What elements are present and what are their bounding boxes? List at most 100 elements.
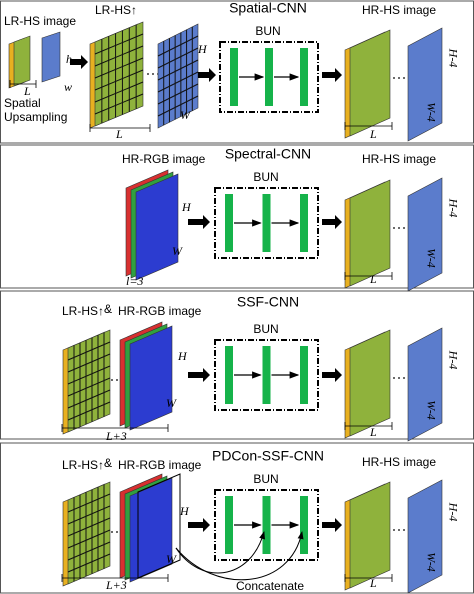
flow-arrow xyxy=(188,518,210,532)
ellipsis-dot xyxy=(152,73,154,75)
input-label: LR-HS image xyxy=(4,14,76,28)
cube-face xyxy=(349,329,391,437)
block-label: BUN xyxy=(253,322,278,336)
panel-frame xyxy=(0,144,474,289)
ellipsis-dot xyxy=(403,529,405,531)
stack-label: HR-RGB image xyxy=(118,458,202,472)
ellipsis-dot xyxy=(403,77,405,79)
flow-arrow xyxy=(188,368,210,382)
grid-line xyxy=(94,33,144,55)
layer xyxy=(262,194,271,252)
cube-face xyxy=(129,477,173,583)
concat-label: Concatenate xyxy=(236,579,304,593)
dim-label: L xyxy=(23,84,31,98)
joiner: & xyxy=(104,302,112,316)
dim-label: l=3 xyxy=(126,274,143,288)
dim-label: W-4 xyxy=(424,102,438,122)
grid-line xyxy=(94,57,144,79)
joiner: & xyxy=(104,456,112,470)
dim-label: L xyxy=(369,576,377,590)
flow-arrow xyxy=(322,68,342,82)
ellipsis-dot xyxy=(116,379,118,381)
block-frame xyxy=(214,339,319,411)
grid-line xyxy=(67,401,111,421)
layer xyxy=(265,48,273,106)
layer xyxy=(225,194,233,252)
grid-line xyxy=(94,93,144,115)
grid-line xyxy=(157,47,199,69)
layer xyxy=(300,496,308,554)
layer xyxy=(225,496,233,554)
ellipsis-dot xyxy=(403,227,405,229)
concat-arrow xyxy=(175,531,265,574)
block-frame xyxy=(214,489,319,561)
grid-line xyxy=(67,341,111,361)
dim-label: H-4 xyxy=(446,198,460,218)
layer xyxy=(225,346,233,404)
ellipsis-dot xyxy=(393,77,395,79)
grid-line xyxy=(67,365,111,385)
grid-line xyxy=(67,553,111,573)
output-label: HR-HS image xyxy=(362,455,436,469)
dim-label: H xyxy=(179,504,190,518)
dim-label: L xyxy=(115,127,123,141)
ellipsis-dot xyxy=(147,73,149,75)
dim-label: L xyxy=(369,425,377,439)
cube-face xyxy=(349,481,391,589)
grid-line xyxy=(157,71,199,93)
flow-arrow xyxy=(188,215,210,229)
dim-label: H-4 xyxy=(446,350,460,370)
ellipsis-dot xyxy=(393,227,395,229)
note: Spatial xyxy=(4,96,41,110)
ellipsis-dot xyxy=(393,377,395,379)
dim-label: W-4 xyxy=(424,248,438,268)
layer xyxy=(300,346,308,404)
dim-label: L+3 xyxy=(105,578,127,592)
ellipsis-dot xyxy=(398,227,400,229)
concat-arrow xyxy=(175,531,304,581)
ellipsis-dot xyxy=(116,531,118,533)
dim-label: H-4 xyxy=(446,502,460,522)
cube-face xyxy=(407,479,443,594)
dim-label: w xyxy=(64,80,72,94)
ellipsis-dot xyxy=(393,529,395,531)
block-label: BUN xyxy=(253,472,278,486)
dim-label: W xyxy=(172,244,183,258)
note: Upsampling xyxy=(4,110,67,124)
dim-label: h xyxy=(66,52,72,66)
stack-label: HR-RGB image xyxy=(118,304,202,318)
grid-line xyxy=(67,389,111,409)
dim-label: W-4 xyxy=(424,552,438,572)
cube-face xyxy=(349,179,391,287)
dim-label: H xyxy=(177,349,188,363)
grid-line xyxy=(94,69,144,91)
flow-arrow xyxy=(322,215,342,229)
cube-face xyxy=(135,173,179,281)
layer xyxy=(230,48,238,106)
cube-face xyxy=(407,27,443,142)
dim-label: H xyxy=(197,42,208,56)
dim-label: L xyxy=(369,272,377,286)
flow-arrow xyxy=(70,55,88,69)
panel-title: SSF-CNN xyxy=(237,294,299,310)
cube-face xyxy=(349,29,391,137)
stack-label: HR-RGB image xyxy=(122,152,206,166)
layer xyxy=(262,346,271,404)
dim-label: L+3 xyxy=(105,429,127,443)
grid-line xyxy=(94,45,144,67)
cube-face xyxy=(137,473,181,579)
layer xyxy=(300,48,308,106)
layer xyxy=(262,496,271,554)
stack-label: LR-HS↑ xyxy=(95,3,137,17)
ellipsis-dot xyxy=(398,377,400,379)
block-frame xyxy=(214,187,319,259)
grid-line xyxy=(67,493,111,513)
grid-line xyxy=(157,35,199,57)
layer xyxy=(300,194,308,252)
output-label: HR-HS image xyxy=(362,3,436,17)
ellipsis-dot xyxy=(111,531,113,533)
grid-line xyxy=(157,83,199,105)
